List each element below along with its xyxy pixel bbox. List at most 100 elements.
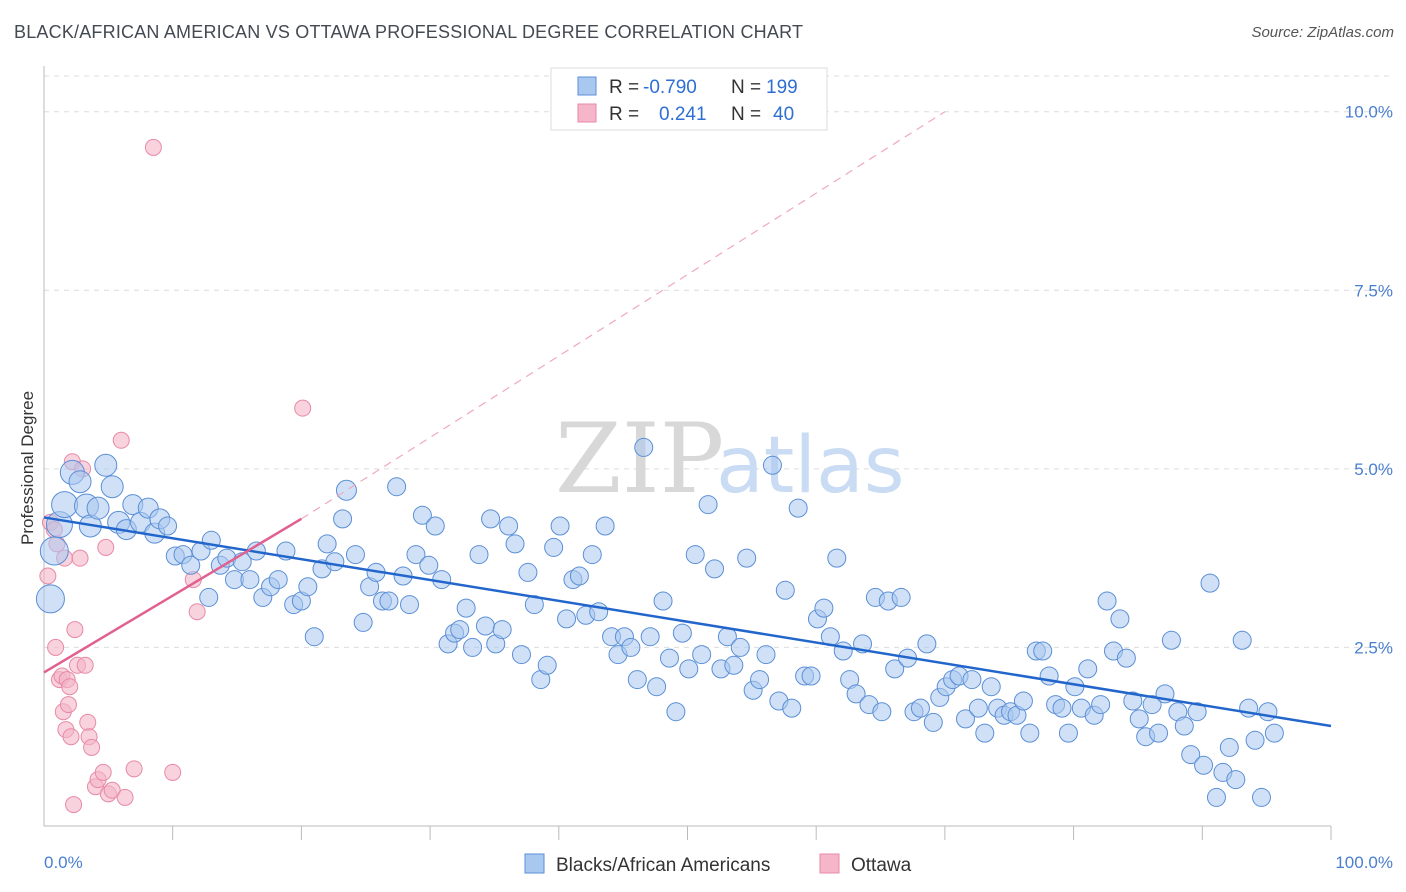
data-point-blacks [814, 598, 834, 618]
data-point-blacks [86, 496, 110, 520]
legend-r-value: -0.790 [643, 77, 697, 98]
data-point-blacks [518, 562, 538, 582]
series-legend: Blacks/African Americans Ottawa [524, 853, 912, 876]
series-swatch-blacks [524, 853, 545, 874]
data-point-ottawa [164, 763, 182, 781]
data-point-blacks [1181, 745, 1201, 765]
data-point-blacks [917, 634, 937, 654]
data-point-blacks [412, 505, 432, 525]
axes [43, 66, 1332, 840]
data-point-ottawa [47, 638, 65, 656]
data-point-blacks [94, 453, 118, 477]
data-point-blacks [39, 536, 69, 566]
data-point-blacks [1264, 723, 1284, 743]
data-point-ottawa [39, 567, 57, 585]
y-tick-label: 5.0% [1354, 460, 1393, 479]
data-point-blacks [962, 670, 982, 690]
data-point-blacks [595, 516, 615, 536]
data-point-blacks [1078, 659, 1098, 679]
data-point-blacks [1219, 737, 1239, 757]
data-point-blacks [304, 627, 324, 647]
data-point-blacks [653, 591, 673, 611]
data-point-blacks [737, 548, 757, 568]
data-point-blacks [51, 491, 79, 519]
data-point-blacks [1058, 723, 1078, 743]
data-point-ottawa [66, 621, 84, 639]
data-point-blacks [68, 470, 92, 494]
data-point-blacks [634, 437, 654, 457]
data-point-blacks [872, 702, 892, 722]
data-point-blacks [910, 698, 930, 718]
data-point-blacks [955, 709, 975, 729]
data-point-blacks [659, 648, 679, 668]
legend-n-label: N = [731, 104, 761, 125]
data-point-blacks [317, 534, 337, 554]
data-point-blacks [298, 577, 318, 597]
stats-legend-box [550, 67, 828, 131]
data-point-blacks [801, 666, 821, 686]
y-axis-title: Professional Degree [18, 391, 37, 545]
data-point-blacks [450, 620, 470, 640]
data-point-blacks [672, 623, 692, 643]
data-point-blacks [627, 670, 647, 690]
data-point-blacks [1194, 755, 1214, 775]
data-point-blacks [1142, 695, 1162, 715]
legend-n-value: 199 [766, 77, 798, 98]
data-point-blacks [432, 570, 452, 590]
data-point-blacks [463, 637, 483, 657]
data-point-blacks [333, 509, 353, 529]
data-point-blacks [1097, 591, 1117, 611]
data-point-blacks [1187, 702, 1207, 722]
data-point-blacks [379, 591, 399, 611]
data-point-blacks [788, 498, 808, 518]
data-point-ottawa [144, 138, 162, 156]
data-point-ottawa [112, 431, 130, 449]
data-point-blacks [1174, 716, 1194, 736]
data-point-blacks [1232, 630, 1252, 650]
data-point-blacks [692, 645, 712, 665]
tick-labels: 2.5% 5.0% 7.5% 10.0% 0.0% 100.0% [44, 103, 1393, 872]
data-point-blacks [846, 684, 866, 704]
data-point-blacks [481, 509, 501, 529]
data-point-blacks [158, 516, 178, 536]
x-tick-label: 0.0% [44, 853, 83, 872]
data-point-blacks [511, 645, 531, 665]
data-point-blacks [1052, 698, 1072, 718]
data-point-blacks [762, 455, 782, 475]
data-point-blacks [1200, 573, 1220, 593]
data-point-ottawa [97, 538, 115, 556]
data-point-blacks [475, 616, 495, 636]
data-point-ottawa [294, 399, 312, 417]
data-point-blacks [647, 677, 667, 697]
data-point-blacks [1123, 691, 1143, 711]
data-point-blacks [975, 723, 995, 743]
data-point-blacks [1110, 609, 1130, 629]
data-point-blacks [891, 587, 911, 607]
data-point-ottawa [116, 788, 134, 806]
legend-n-value: 40 [773, 104, 794, 125]
data-point-blacks [499, 516, 519, 536]
legend-swatch-pink [577, 103, 597, 123]
data-point-blacks [1161, 630, 1181, 650]
data-point-blacks [35, 584, 65, 614]
data-point-blacks [387, 477, 407, 497]
stats-legend: R = -0.790 N = 199 R = 0.241 N = 40 [550, 67, 828, 131]
trendline-ottawa-extension [301, 111, 946, 520]
data-point-blacks [724, 655, 744, 675]
data-point-blacks [885, 659, 905, 679]
data-point-blacks [345, 545, 365, 565]
data-point-blacks [550, 516, 570, 536]
data-point-ottawa [59, 696, 77, 714]
data-point-blacks [1129, 709, 1149, 729]
data-point-ottawa [76, 656, 94, 674]
data-point-blacks [923, 712, 943, 732]
data-point-blacks [557, 609, 577, 629]
watermark-atlas: atlas [716, 421, 905, 511]
data-point-ottawa [79, 713, 97, 731]
legend-swatch-blue [577, 76, 597, 96]
data-point-blacks [730, 637, 750, 657]
data-point-ottawa [125, 760, 143, 778]
series-swatch-ottawa [819, 853, 840, 874]
data-point-blacks [400, 595, 420, 615]
data-point-blacks [537, 655, 557, 675]
